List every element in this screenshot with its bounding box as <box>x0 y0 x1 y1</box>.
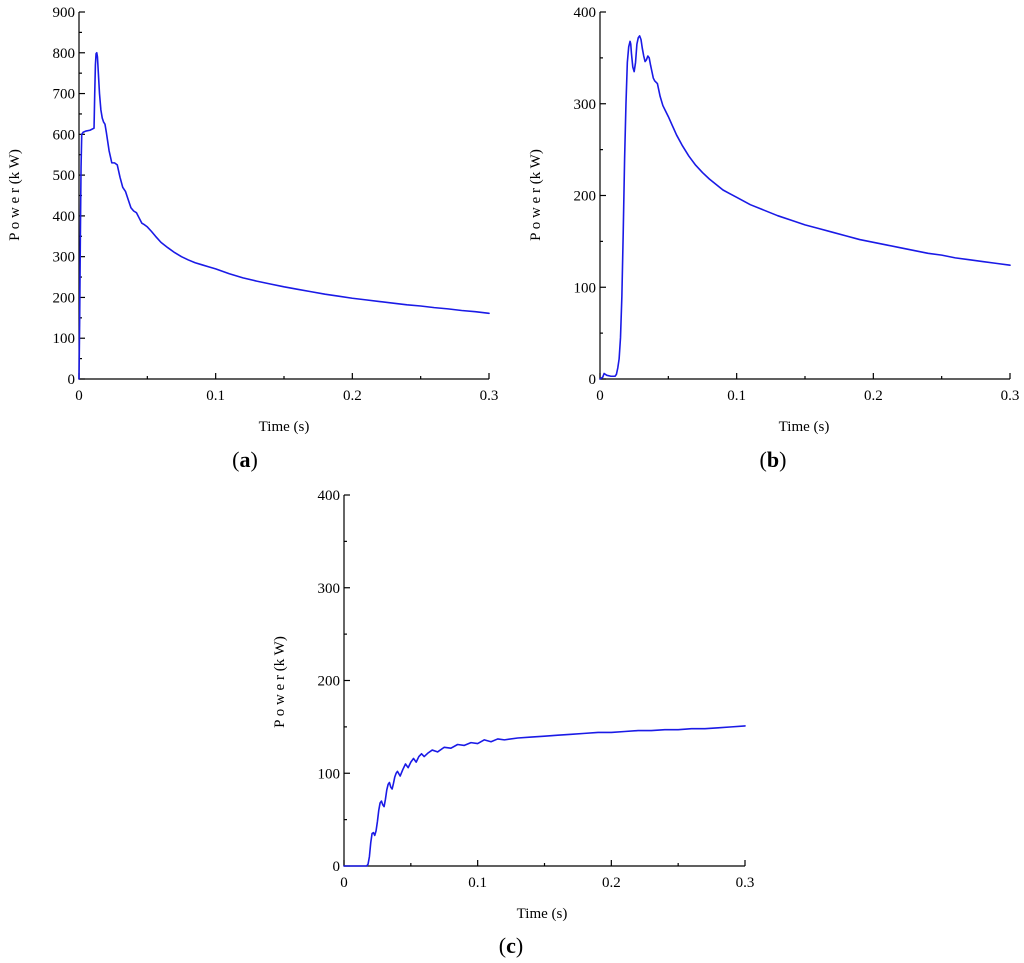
chart-a-y-tick-label: 800 <box>53 46 76 62</box>
chart-a-y-tick-label: 500 <box>53 168 76 184</box>
chart-a-plot-area: 0 100 200 300 400 500 600 700 800 900 0 0.1 0.2 0.3 <box>53 5 499 404</box>
chart-a-y-tick-label: 600 <box>53 127 76 143</box>
chart-b-y-tick-label: 300 <box>574 97 597 113</box>
chart-a-y-tick-label: 300 <box>53 250 76 266</box>
chart-b-x-axis-label: Time (s) <box>779 419 830 435</box>
chart-panel-a: 0 100 200 300 400 500 600 700 800 900 0 0.1 0.2 0.3 T… <box>7 5 498 472</box>
chart-c-y-tick-label: 400 <box>318 488 341 504</box>
chart-b-y-tick-label: 0 <box>589 372 597 388</box>
chart-c-panel-label: (c) <box>499 933 523 958</box>
chart-c-y-tick-label: 100 <box>318 766 341 782</box>
chart-a-x-axis-label: Time (s) <box>259 419 310 435</box>
chart-a-y-tick-label: 400 <box>53 209 76 225</box>
chart-a-panel-label: (a) <box>232 447 258 472</box>
chart-a-y-axis-label: P o w e r (k W) <box>7 149 23 241</box>
chart-a-series-line <box>78 51 490 380</box>
chart-b-x-tick-label: 0.2 <box>864 388 883 404</box>
chart-panel-c: 0 100 200 300 400 0 0.1 0.2 0.3 Time (s) P o w e… <box>272 488 754 958</box>
chart-c-x-tick-label: 0.2 <box>602 875 621 891</box>
chart-b-x-tick-label: 0.1 <box>727 388 746 404</box>
chart-c-x-tick-label: 0 <box>340 875 348 891</box>
chart-a-x-tick-label: 0.2 <box>343 388 362 404</box>
chart-c-x-tick-label: 0.1 <box>468 875 487 891</box>
chart-b-panel-label: (b) <box>760 447 787 472</box>
chart-c-x-tick-label: 0.3 <box>736 875 755 891</box>
chart-b-y-axis-label: P o w e r (k W) <box>528 149 544 241</box>
chart-a-y-tick-label: 200 <box>53 290 76 306</box>
chart-c-series-line <box>343 725 746 867</box>
chart-a-y-tick-label: 700 <box>53 87 76 103</box>
chart-c-x-axis-label: Time (s) <box>517 906 568 922</box>
chart-a-y-tick-label: 100 <box>53 331 76 347</box>
chart-c-y-tick-label: 0 <box>333 859 341 875</box>
chart-b-plot-area: 0 100 200 300 400 0 0.1 0.2 0.3 <box>574 5 1020 404</box>
chart-b-series-line <box>599 35 1011 380</box>
chart-a-x-tick-label: 0.1 <box>206 388 225 404</box>
chart-b-y-tick-label: 200 <box>574 189 597 205</box>
chart-a-y-tick-label: 900 <box>53 5 76 21</box>
chart-c-y-tick-label: 300 <box>318 581 341 597</box>
chart-a-x-tick-label: 0.3 <box>480 388 499 404</box>
chart-b-y-tick-label: 400 <box>574 5 597 21</box>
chart-c-y-tick-label: 200 <box>318 674 341 690</box>
chart-b-x-tick-label: 0 <box>596 388 604 404</box>
chart-b-x-tick-label: 0.3 <box>1001 388 1020 404</box>
chart-a-x-tick-label: 0 <box>75 388 83 404</box>
chart-b-y-tick-label: 100 <box>574 280 597 296</box>
chart-c-plot-area: 0 100 200 300 400 0 0.1 0.2 0.3 <box>318 488 755 891</box>
chart-c-y-axis-label: P o w e r (k W) <box>272 636 288 728</box>
chart-panel-b: 0 100 200 300 400 0 0.1 0.2 0.3 Time (s) P o w e… <box>528 5 1019 472</box>
chart-a-y-tick-label: 0 <box>68 372 76 388</box>
